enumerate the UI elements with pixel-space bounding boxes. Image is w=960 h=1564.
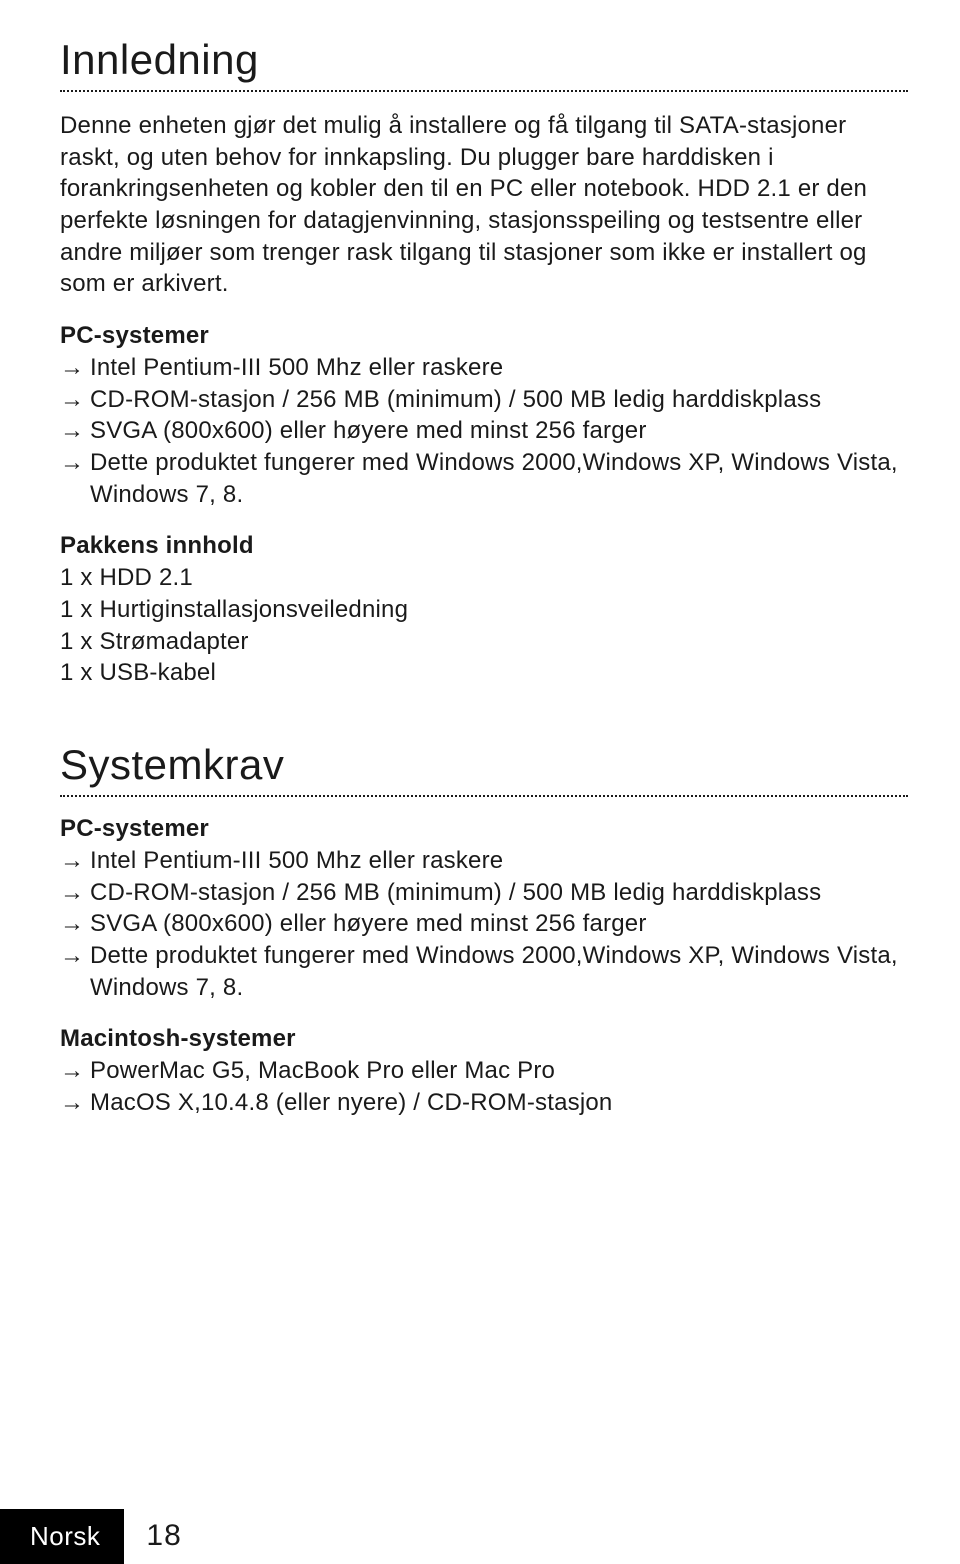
footer-language-badge: Norsk — [0, 1509, 124, 1564]
list-item: →MacOS X,10.4.8 (eller nyere) / CD-ROM-s… — [90, 1087, 908, 1119]
list-item-text: MacOS X,10.4.8 (eller nyere) / CD-ROM-st… — [90, 1089, 612, 1116]
list-item: 1 x Hurtiginstallasjonsveiledning — [60, 594, 908, 626]
list-item-text: SVGA (800x600) eller høyere med minst 25… — [90, 910, 647, 937]
list-item-text: Dette produktet fungerer med Windows 200… — [90, 942, 898, 1001]
list-item: →Dette produktet fungerer med Windows 20… — [90, 940, 908, 1003]
section-rule — [60, 795, 908, 797]
list-item: 1 x HDD 2.1 — [60, 562, 908, 594]
list-item: →SVGA (800x600) eller høyere med minst 2… — [90, 415, 908, 447]
arrow-icon: → — [60, 352, 84, 384]
list-item: →CD-ROM-stasjon / 256 MB (minimum) / 500… — [90, 877, 908, 909]
package-contents-heading: Pakkens innhold — [60, 532, 908, 560]
arrow-icon: → — [60, 908, 84, 940]
list-item: 1 x USB-kabel — [60, 657, 908, 689]
list-item: 1 x Strømadapter — [60, 626, 908, 658]
arrow-icon: → — [60, 940, 84, 972]
list-item: →PowerMac G5, MacBook Pro eller Mac Pro — [90, 1055, 908, 1087]
arrow-icon: → — [60, 1087, 84, 1119]
arrow-icon: → — [60, 447, 84, 479]
list-item-text: CD-ROM-stasjon / 256 MB (minimum) / 500 … — [90, 386, 821, 413]
list-item: →Dette produktet fungerer med Windows 20… — [90, 447, 908, 510]
pc-systems-list: →Intel Pentium-III 500 Mhz eller raskere… — [60, 352, 908, 510]
list-item: →Intel Pentium-III 500 Mhz eller raskere — [90, 845, 908, 877]
intro-paragraph: Denne enheten gjør det mulig å installer… — [60, 110, 908, 300]
arrow-icon: → — [60, 877, 84, 909]
arrow-icon: → — [60, 415, 84, 447]
pc-systems-heading-2: PC-systemer — [60, 815, 908, 843]
list-item-text: SVGA (800x600) eller høyere med minst 25… — [90, 417, 647, 444]
arrow-icon: → — [60, 384, 84, 416]
list-item-text: CD-ROM-stasjon / 256 MB (minimum) / 500 … — [90, 879, 821, 906]
list-item-text: Intel Pentium-III 500 Mhz eller raskere — [90, 847, 503, 874]
footer-page-number: 18 — [124, 1509, 181, 1564]
package-contents-list: 1 x HDD 2.1 1 x Hurtiginstallasjonsveile… — [60, 562, 908, 689]
arrow-icon: → — [60, 1055, 84, 1087]
pc-systems-list-2: →Intel Pentium-III 500 Mhz eller raskere… — [60, 845, 908, 1003]
section-rule — [60, 90, 908, 92]
list-item-text: Intel Pentium-III 500 Mhz eller raskere — [90, 354, 503, 381]
list-item-text: PowerMac G5, MacBook Pro eller Mac Pro — [90, 1057, 555, 1084]
mac-systems-heading: Macintosh-systemer — [60, 1025, 908, 1053]
section-title-systemreq: Systemkrav — [60, 741, 908, 789]
arrow-icon: → — [60, 845, 84, 877]
page-footer: Norsk 18 — [0, 1509, 182, 1564]
list-item-text: Dette produktet fungerer med Windows 200… — [90, 449, 898, 508]
list-item: →Intel Pentium-III 500 Mhz eller raskere — [90, 352, 908, 384]
pc-systems-heading: PC-systemer — [60, 322, 908, 350]
section-title-intro: Innledning — [60, 36, 908, 84]
mac-systems-list: →PowerMac G5, MacBook Pro eller Mac Pro … — [60, 1055, 908, 1118]
list-item: →CD-ROM-stasjon / 256 MB (minimum) / 500… — [90, 384, 908, 416]
list-item: →SVGA (800x600) eller høyere med minst 2… — [90, 908, 908, 940]
